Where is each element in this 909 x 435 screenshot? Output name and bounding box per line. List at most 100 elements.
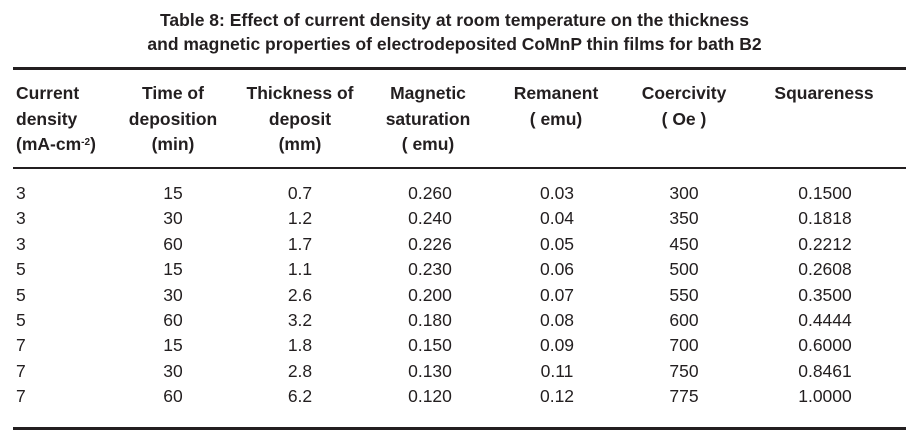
cell-time-of-deposition: 60 [163,233,183,254]
cell-thickness: 3.2 [287,309,313,330]
header-remanent-line-1: Remanent [513,83,599,103]
header-magnetic-line-2: saturation [385,108,471,129]
header-coercivity: Coercivity ( Oe ) [628,81,740,132]
header-current-line-2: density [16,108,78,129]
cell-thickness: 6.2 [287,386,313,407]
cell-remanent: 0.12 [539,386,575,407]
cell-remanent: 0.08 [539,309,575,330]
cell-time-of-deposition: 30 [163,284,183,305]
header-current-density: Current density (mA-cm-2) [16,81,96,158]
cell-time-of-deposition: 30 [163,360,183,381]
cell-remanent: 0.06 [539,259,575,280]
cell-time-of-deposition: 15 [163,335,183,356]
cell-thickness: 1.2 [287,208,313,229]
cell-magnetic-saturation: 0.150 [408,335,452,356]
cell-current-density: 3 [16,183,26,203]
cell-squareness: 0.2212 [798,233,852,254]
cell-coercivity: 750 [669,360,699,381]
cell-coercivity: 600 [669,309,699,330]
table-row: 7 60 6.2 0.120 0.12 775 1.0000 [0,384,909,409]
table-top-rule [13,67,906,70]
cell-squareness: 0.8461 [798,360,852,381]
table-row: 5 60 3.2 0.180 0.08 600 0.4444 [0,308,909,333]
table-row: 7 15 1.8 0.150 0.09 700 0.6000 [0,333,909,358]
cell-current-density: 5 [16,309,26,330]
table-bottom-rule [13,427,906,430]
cell-remanent: 0.05 [539,233,575,254]
header-current-unit-post: ) [90,134,96,154]
table-caption: Table 8: Effect of current density at ro… [0,8,909,56]
header-time-line-2: deposition [128,108,218,129]
cell-remanent: 0.09 [539,335,575,356]
cell-remanent: 0.11 [540,360,574,381]
cell-thickness: 1.8 [287,335,313,356]
cell-time-of-deposition: 60 [163,309,183,330]
cell-coercivity: 450 [669,233,699,254]
cell-coercivity: 700 [669,335,699,356]
cell-coercivity: 550 [669,284,699,305]
header-magnetic-unit: ( emu) [401,134,455,154]
cell-magnetic-saturation: 0.180 [408,309,452,330]
cell-current-density: 3 [16,233,26,254]
cell-remanent: 0.03 [539,183,575,203]
cell-squareness: 0.3500 [798,284,852,305]
table-header-rule [13,167,906,169]
cell-current-density: 5 [16,259,26,280]
cell-remanent: 0.04 [539,208,575,229]
cell-current-density: 7 [16,335,26,356]
header-thickness: Thickness of deposit (mm) [238,81,362,158]
header-remanent-unit: ( emu) [529,108,583,129]
cell-squareness: 0.1500 [798,183,852,203]
header-current-unit-sup: -2 [81,137,91,148]
header-magnetic-line-1: Magnetic [390,83,466,103]
caption-line-1: Table 8: Effect of current density at ro… [160,10,749,30]
table-row: 5 15 1.1 0.230 0.06 500 0.2608 [0,257,909,282]
header-thickness-line-2: deposit [268,108,332,129]
header-current-line-1: Current [16,83,80,103]
table-body: 3 15 0.7 0.260 0.03 300 0.1500 3 30 1.2 0.240 0.04 3… [0,181,909,410]
table-row: 3 30 1.2 0.240 0.04 350 0.1818 [0,206,909,231]
cell-magnetic-saturation: 0.200 [408,284,452,305]
cell-squareness: 0.6000 [798,335,852,356]
caption-line-2: and magnetic properties of electrodeposi… [147,34,762,54]
cell-current-density: 7 [16,386,26,407]
cell-squareness: 1.0000 [798,386,852,407]
header-time-of-deposition: Time of deposition (min) [118,81,228,158]
header-coercivity-line-1: Coercivity [641,83,727,103]
header-thickness-unit: (mm) [278,134,322,154]
cell-time-of-deposition: 30 [163,208,183,229]
cell-coercivity: 500 [669,259,699,280]
header-time-unit: (min) [151,134,195,154]
cell-coercivity: 775 [669,386,699,407]
cell-squareness: 0.1818 [798,208,852,229]
table-row: 3 60 1.7 0.226 0.05 450 0.2212 [0,232,909,257]
cell-magnetic-saturation: 0.240 [408,208,452,229]
cell-thickness: 1.1 [287,259,313,280]
header-time-line-1: Time of [142,83,204,103]
cell-remanent: 0.07 [539,284,575,305]
cell-thickness: 2.6 [287,284,313,305]
header-coercivity-unit: ( Oe ) [661,108,707,129]
cell-current-density: 3 [16,208,26,229]
cell-magnetic-saturation: 0.260 [408,183,452,203]
header-current-unit: (mA-cm-2) [16,132,96,158]
header-thickness-line-1: Thickness of [246,83,354,103]
cell-coercivity: 300 [669,183,699,203]
header-squareness-line-1: Squareness [774,83,874,103]
cell-current-density: 7 [16,360,26,381]
header-magnetic-saturation: Magnetic saturation ( emu) [372,81,484,158]
cell-squareness: 0.4444 [798,309,852,330]
cell-magnetic-saturation: 0.226 [408,233,452,254]
cell-thickness: 2.8 [287,360,313,381]
table-row: 5 30 2.6 0.200 0.07 550 0.3500 [0,283,909,308]
cell-time-of-deposition: 15 [163,183,183,203]
cell-magnetic-saturation: 0.230 [408,259,452,280]
cell-coercivity: 350 [669,208,699,229]
cell-time-of-deposition: 15 [163,259,183,280]
cell-magnetic-saturation: 0.120 [408,386,452,407]
cell-squareness: 0.2608 [798,259,852,280]
cell-thickness: 1.7 [287,233,313,254]
header-current-unit-pre: (mA-cm [16,134,82,154]
table-row: 7 30 2.8 0.130 0.11 750 0.8461 [0,359,909,384]
cell-magnetic-saturation: 0.130 [408,360,452,381]
